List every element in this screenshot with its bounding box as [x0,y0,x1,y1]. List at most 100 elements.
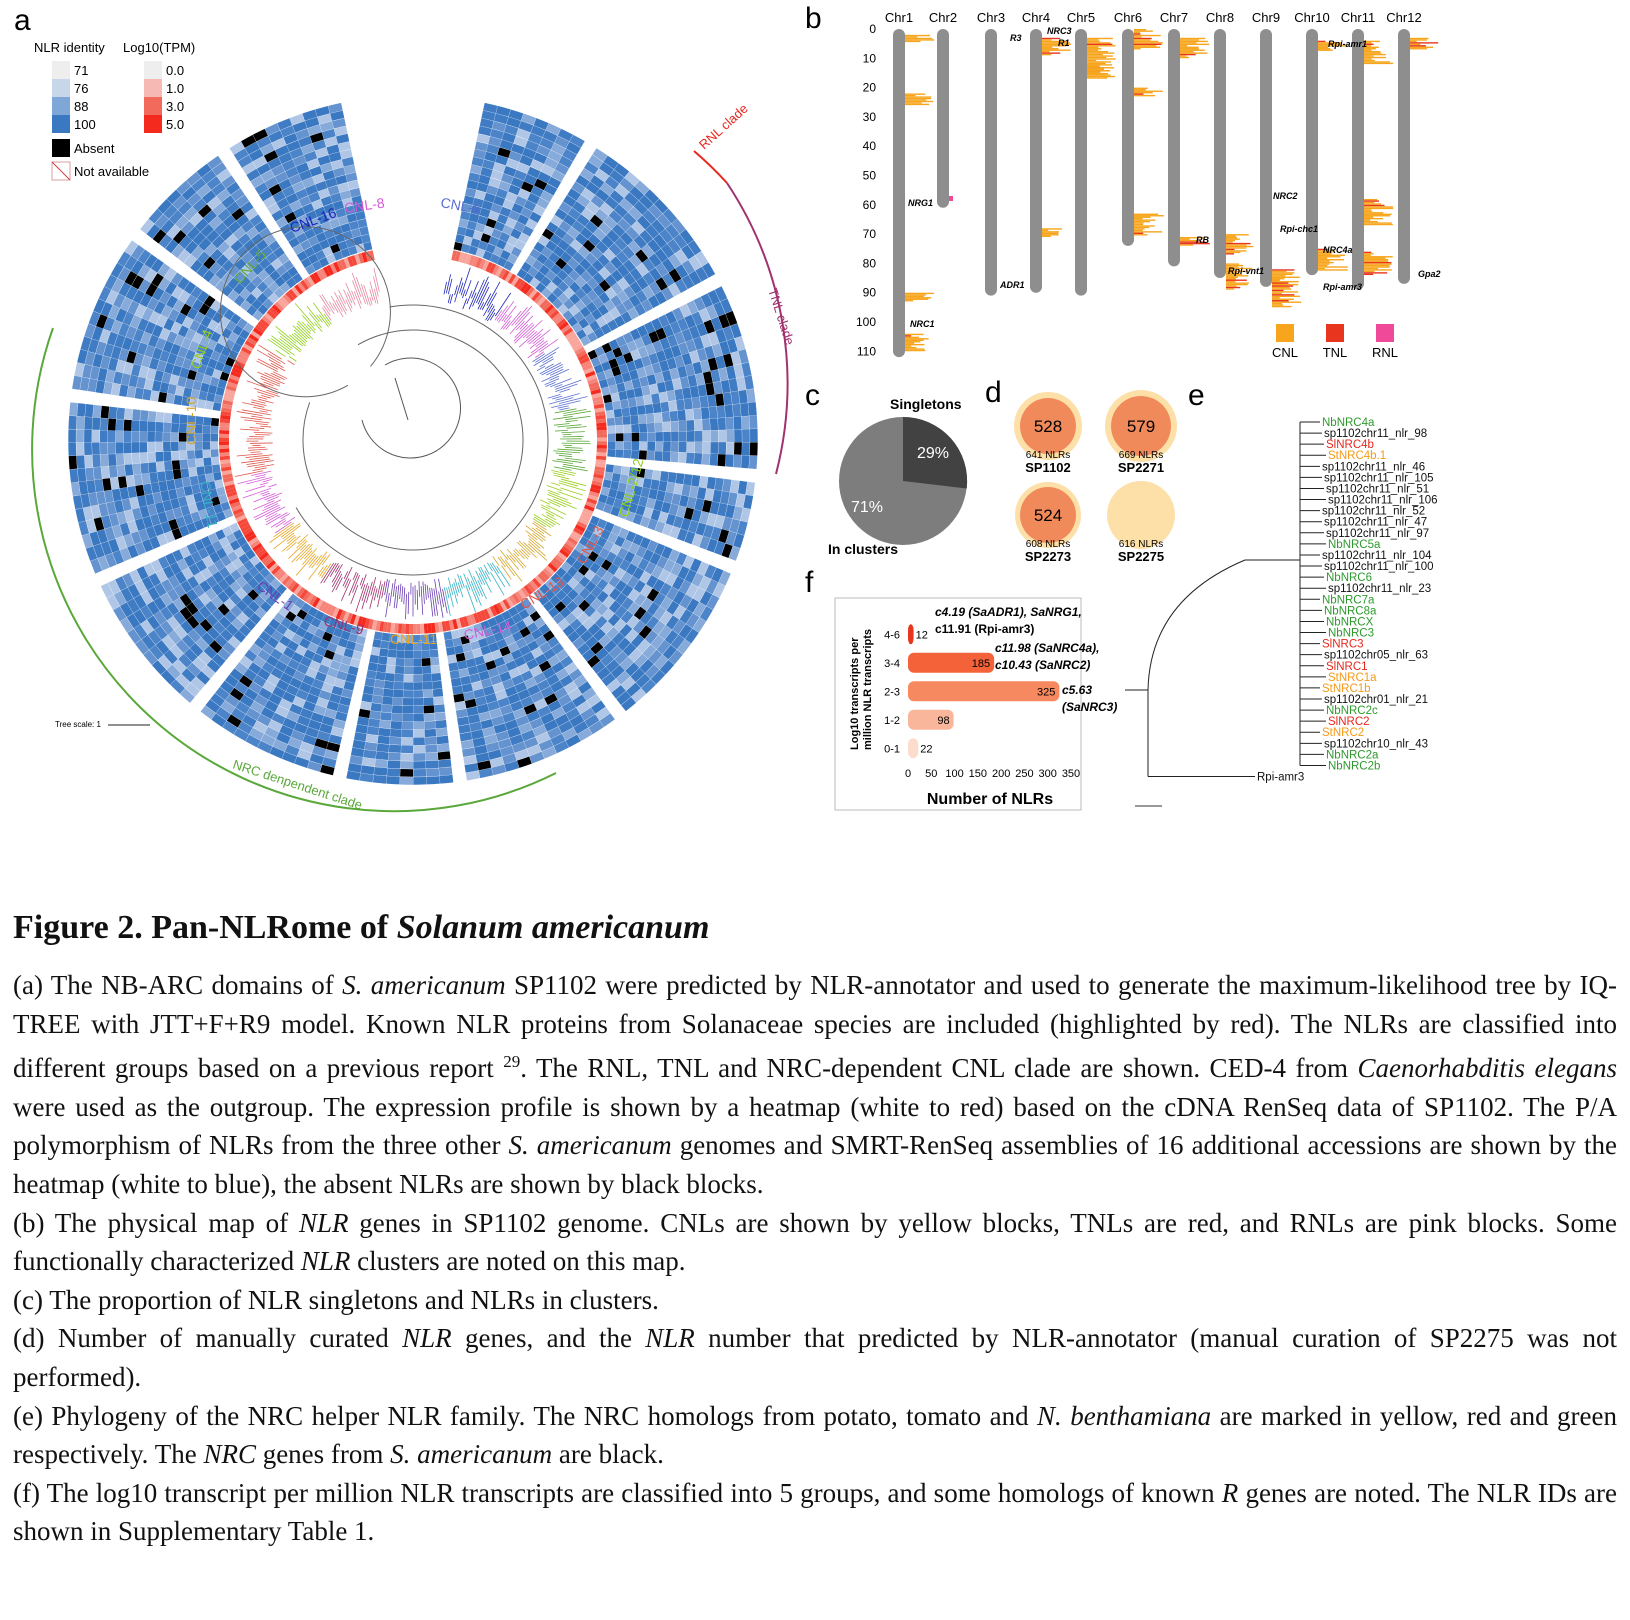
heatmap-cell [183,254,197,268]
heatmap-cell [142,539,154,553]
heatmap-cell [696,322,708,337]
heatmap-cell [455,652,466,662]
heatmap-cell [251,275,263,287]
heatmap-cell [645,497,656,510]
heatmap-cell [482,250,493,261]
heatmap-cell [622,298,635,312]
heatmap-cell [292,272,303,284]
tree-leaf-branch [475,570,483,585]
heatmap-cell [87,378,98,393]
heatmap-cell [644,403,654,415]
heatmap-cell [614,535,626,548]
heatmap-cell [584,220,598,234]
heatmap-cell [262,680,276,693]
nlr-gene-block [1364,260,1389,262]
expression-cell [522,284,532,295]
heatmap-cell [413,674,423,683]
heatmap-cell [630,349,641,361]
heatmap-cell [586,289,599,302]
heatmap-cell [626,360,637,372]
tree-leaf-branch [273,522,295,538]
heatmap-cell [700,334,712,348]
tree-leaf-branch [283,516,296,526]
heatmap-cell [134,580,148,595]
heatmap-cell [241,251,254,264]
heatmap-cell [270,589,282,601]
nlr-gene-block [905,37,933,40]
heatmap-cell [291,651,304,663]
heatmap-cell [155,431,163,442]
nlr-gene-block [905,294,927,296]
heatmap-cell [538,739,554,752]
nrc-leaf-label: sp1102chr10_nlr_43 [1324,738,1428,750]
heatmap-cell [380,640,390,650]
heatmap-cell [110,262,124,279]
heatmap-cell [329,693,342,704]
heatmap-cell [337,215,349,226]
nlr-gene-block [1226,266,1239,268]
heatmap-cell [156,461,165,472]
nlr-gene-block [1134,43,1162,46]
heatmap-cell [499,704,513,716]
heatmap-cell [404,658,413,667]
tree-leaf-branch [306,323,316,334]
nlr-gene-block [1087,77,1108,79]
expression-cell [257,321,268,331]
heatmap-cell [191,177,207,192]
heatmap-cell [646,413,655,424]
heatmap-cell [264,176,279,189]
heatmap-cell [539,137,555,150]
expression-cell [485,261,493,273]
heatmap-cell [199,580,212,593]
nlr-gene-block [1226,237,1238,239]
nlr-gene-block [905,94,916,97]
heatmap-cell [474,190,486,200]
heatmap-cell [194,449,203,459]
heatmap-cell [576,194,591,208]
expression-cell [221,466,232,472]
heatmap-cell [586,277,599,290]
nlr-gene-block [1042,231,1059,233]
heatmap-cell [108,305,120,320]
tree-leaf-branch [447,278,453,295]
heatmap-cell [558,201,572,214]
heatmap-cell [653,606,667,621]
tree-leaf-branch [536,365,546,372]
heatmap-cell [163,451,172,462]
heatmap-cell [491,228,502,239]
heatmap-cell [251,233,264,246]
heatmap-cell [201,632,215,646]
heatmap-cell [490,128,504,140]
heatmap-cell [204,400,214,410]
heatmap-cell [413,776,427,785]
tree-leaf-branch [320,562,335,584]
expression-cell [586,497,598,505]
heatmap-cell [637,405,646,415]
heatmap-cell [437,751,451,761]
heatmap-cell [614,416,623,426]
expression-cell [525,286,535,297]
heatmap-cell [535,282,547,293]
heatmap-cell [245,549,256,560]
heatmap-cell [623,441,632,450]
heatmap-cell [510,649,523,660]
tree-leaf-branch [252,467,267,471]
heatmap-cell [541,746,557,759]
heatmap-cell [203,256,216,270]
heatmap-cell [685,409,694,421]
heatmap-cell [682,387,692,400]
nlr-gene-block [1134,33,1141,35]
heatmap-cell [423,713,435,722]
gene-label-nrc2: NRC2 [1273,191,1298,201]
expression-cell [542,568,553,578]
heatmap-cell [204,465,213,475]
heatmap-cell [215,267,228,280]
singletons-pct: 29% [917,445,949,462]
expression-cell [595,418,607,424]
tree-leaf-branch [253,492,276,503]
heatmap-cell [648,253,662,268]
caption-a-5: Caenorhabditis elegans [1357,1053,1617,1084]
heatmap-cell [151,660,167,675]
heatmap-cell [153,611,167,626]
heatmap-cell [216,168,232,183]
